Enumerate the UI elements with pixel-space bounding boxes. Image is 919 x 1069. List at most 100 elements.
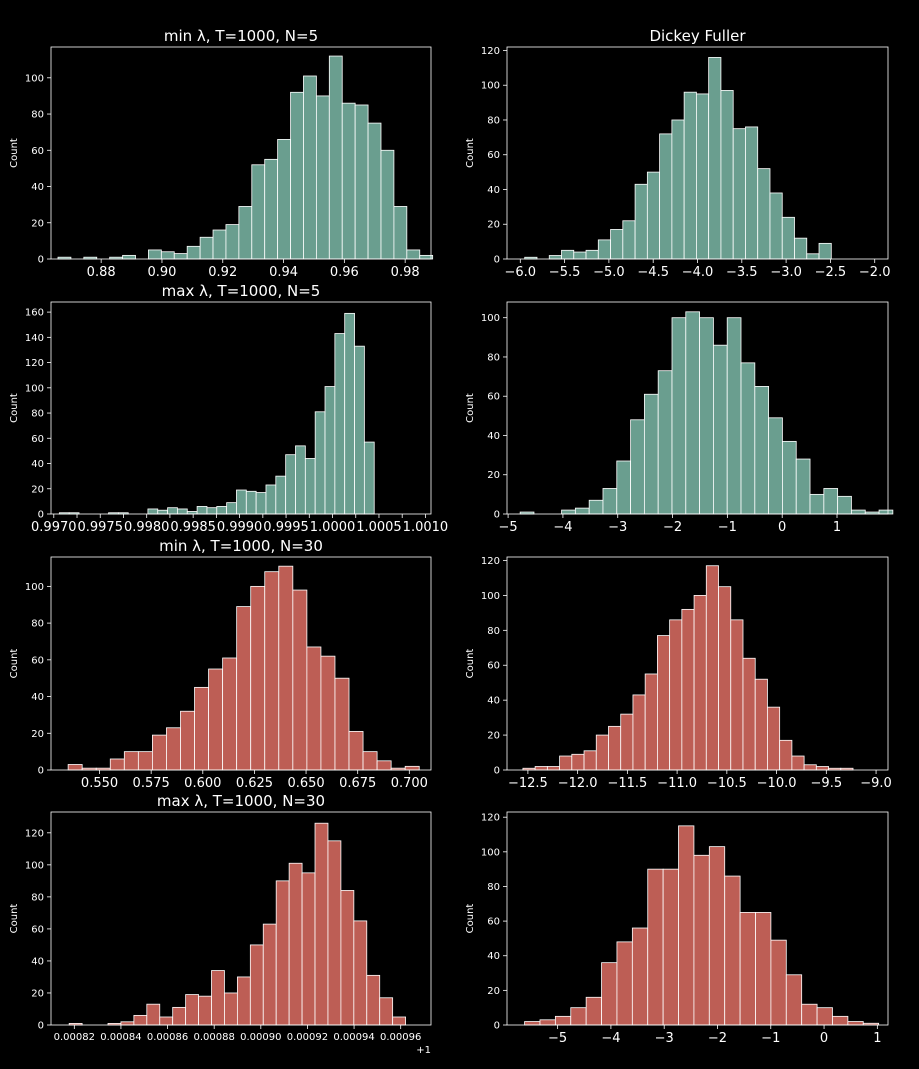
histogram-bar — [561, 509, 576, 515]
histogram-bar — [226, 502, 237, 515]
x-tick-label: 0.94 — [269, 265, 298, 280]
histogram-bar — [708, 846, 726, 1026]
y-tick-label: 20 — [487, 470, 500, 481]
histogram-bar — [809, 493, 825, 515]
histogram-bar — [524, 1021, 541, 1026]
y-tick-label: 160 — [25, 308, 44, 319]
histogram-bar — [571, 753, 585, 771]
histogram-bar — [265, 484, 277, 515]
y-tick-label: 120 — [481, 813, 500, 824]
y-tick-label: 100 — [25, 383, 44, 394]
x-tick-label: −1 — [761, 1031, 780, 1046]
y-tick-label: 100 — [25, 582, 44, 593]
histogram-bar — [251, 164, 266, 260]
histogram-bar — [671, 317, 687, 515]
y-tick-label: 100 — [481, 591, 500, 602]
histogram-bar — [659, 133, 673, 260]
y-tick-label: 100 — [481, 313, 500, 324]
x-tick-label: −3 — [608, 520, 627, 535]
x-tick-label: −3.5 — [726, 265, 758, 280]
histogram-bar — [708, 57, 722, 260]
y-tick-label: 80 — [31, 409, 44, 420]
x-tick-label: 0.00082 — [54, 1032, 95, 1043]
x-tick-label: −12.0 — [558, 776, 598, 791]
x-tick-label: −10.5 — [707, 776, 747, 791]
histogram-bar — [348, 731, 364, 771]
x-tick-label: −2.0 — [859, 265, 891, 280]
histogram-bar — [585, 996, 602, 1026]
histogram-bar — [392, 1016, 406, 1026]
y-axis-label: Count — [465, 393, 476, 423]
histogram-bar — [588, 499, 604, 515]
histogram-bar — [755, 912, 772, 1026]
y-tick-label: 80 — [487, 352, 500, 363]
histogram-bar — [601, 962, 618, 1026]
histogram-bar — [602, 488, 618, 515]
x-tick-label: −3.0 — [770, 265, 802, 280]
axes-frame — [506, 301, 889, 515]
x-tick-label: 0.600 — [184, 776, 221, 791]
histogram-bar — [196, 506, 208, 515]
histogram-bar — [685, 311, 700, 515]
x-tick-label: −11.5 — [607, 776, 647, 791]
x-tick-label: 0.00096 — [380, 1032, 421, 1043]
y-tick-label: 20 — [487, 731, 500, 742]
histogram-bar — [264, 571, 280, 771]
chart-title: max λ, T=1000, N=5 — [162, 282, 321, 300]
axes-frame — [506, 556, 889, 771]
histogram-bar — [109, 758, 125, 771]
y-axis-label: Count — [9, 649, 20, 679]
histogram-bar — [678, 825, 695, 1026]
x-tick-label: −2 — [708, 1031, 727, 1046]
x-tick-label: 0.9985 — [170, 520, 216, 535]
histogram-bar — [334, 333, 346, 515]
histogram-bar — [167, 507, 178, 515]
x-tick-label: 1 — [833, 520, 841, 535]
y-tick-label: 0 — [494, 1021, 500, 1032]
x-tick-label: −5.5 — [549, 265, 581, 280]
y-tick-label: 80 — [31, 619, 44, 630]
y-axis-label: Count — [9, 393, 20, 423]
histogram-bar — [173, 253, 188, 260]
histogram-bar — [632, 694, 646, 771]
y-tick-label: 120 — [481, 556, 500, 567]
histogram-bar — [295, 445, 306, 515]
histogram-bar — [781, 216, 795, 260]
histogram-bar — [147, 508, 159, 515]
histogram-bar — [320, 655, 336, 771]
histogram-bar — [546, 766, 560, 771]
histogram-bar — [754, 386, 770, 515]
x-tick-label: −10.0 — [757, 776, 797, 791]
histogram-bar — [647, 868, 664, 1026]
y-tick-label: 0 — [494, 766, 500, 777]
histogram-bar — [198, 995, 212, 1026]
histogram-panel-6: 0 20 40 60 80 100 120 −12.5 −12.0 −11.5 −11.0 −10.5… — [465, 556, 892, 791]
y-tick-label: 60 — [487, 917, 500, 928]
histogram-bar — [406, 249, 421, 260]
histogram-bar — [245, 490, 257, 515]
histogram-bar — [616, 941, 633, 1026]
histogram-bar — [548, 255, 562, 260]
y-tick-label: 60 — [31, 655, 44, 666]
histogram-bar — [334, 677, 350, 771]
histogram-bar — [186, 245, 201, 260]
y-tick-label: 0 — [38, 1021, 44, 1032]
histogram-bar — [151, 734, 167, 771]
y-tick-label: 120 — [25, 358, 44, 369]
histogram-bar — [67, 764, 83, 771]
histogram-bar — [696, 93, 710, 260]
x-tick-label: −5 — [548, 1031, 567, 1046]
y-tick-label: 20 — [31, 729, 44, 740]
histogram-bar — [123, 751, 139, 771]
histogram-bar — [634, 183, 648, 260]
histogram-panel-7: 0 20 40 60 80 100 120 0.00082 0.00084 0.00086 0.00… — [9, 792, 432, 1056]
histogram-bar — [730, 619, 744, 771]
histogram-bar — [376, 760, 392, 771]
y-tick-label: 100 — [25, 73, 44, 84]
histogram-bar — [745, 126, 759, 260]
histogram-bar — [194, 686, 209, 771]
x-tick-label: −11.0 — [657, 776, 697, 791]
histogram-bar — [693, 595, 707, 771]
histogram-bar — [823, 488, 839, 515]
